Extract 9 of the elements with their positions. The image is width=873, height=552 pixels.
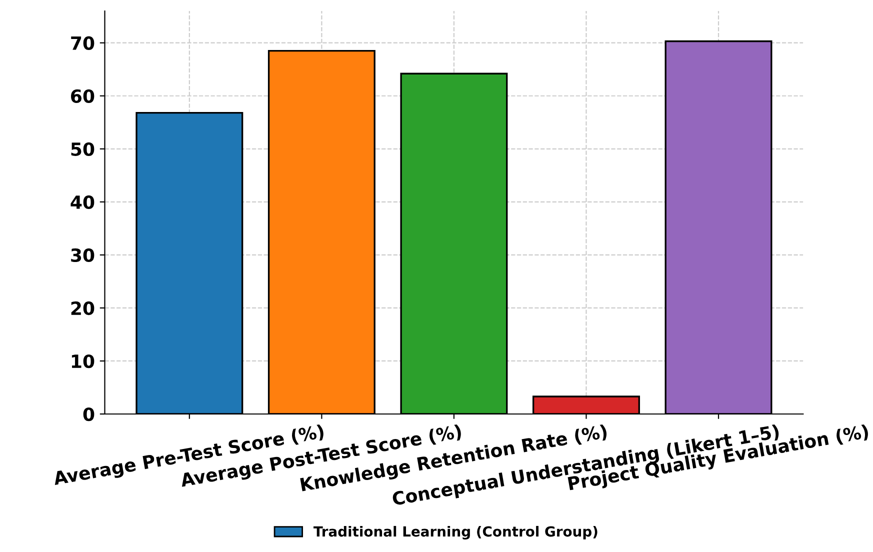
y-tick-label: 0 [83,407,94,422]
y-tick-label: 70 [71,36,94,50]
legend-label: Traditional Learning (Control Group) [313,526,598,540]
y-tick-label: 50 [71,142,94,156]
y-tick-label: 20 [71,301,94,316]
y-tick-label: 30 [71,248,94,262]
y-tick-label: 10 [72,354,94,368]
y-tick-label: 60 [71,89,94,103]
y-tick-label: 40 [70,195,94,210]
